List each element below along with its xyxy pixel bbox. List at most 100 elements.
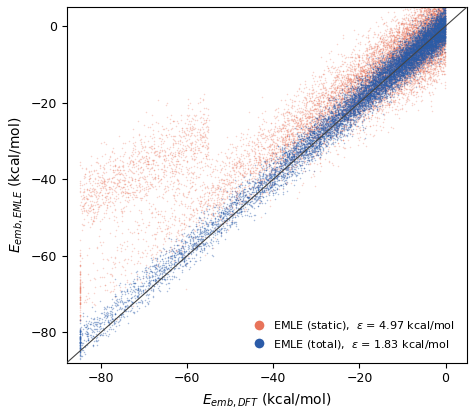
- Point: [314, 90, 322, 97]
- Point: [424, 54, 431, 61]
- Point: [399, 49, 406, 56]
- Point: [434, 26, 442, 32]
- Point: [431, 25, 439, 32]
- Point: [409, 22, 417, 29]
- Point: [315, 122, 323, 129]
- Point: [383, 92, 391, 99]
- Point: [302, 144, 310, 150]
- Point: [153, 275, 160, 281]
- Point: [186, 239, 194, 246]
- Point: [410, 60, 417, 67]
- Point: [428, 37, 436, 44]
- Point: [201, 232, 209, 238]
- Point: [160, 212, 167, 219]
- Point: [371, 74, 379, 80]
- Point: [404, 72, 412, 79]
- Point: [342, 86, 349, 92]
- Point: [426, 13, 434, 20]
- Point: [87, 185, 94, 191]
- Point: [179, 150, 186, 156]
- Point: [434, 36, 442, 43]
- Point: [281, 156, 288, 162]
- Point: [397, 51, 404, 58]
- Point: [193, 206, 201, 213]
- Point: [397, 67, 405, 73]
- Point: [416, 57, 424, 64]
- Point: [416, 71, 423, 77]
- Point: [385, 59, 392, 66]
- Point: [428, 46, 436, 52]
- Point: [410, 40, 418, 46]
- Point: [364, 94, 372, 101]
- Point: [439, 39, 447, 45]
- Point: [329, 94, 337, 101]
- Point: [417, 7, 424, 13]
- Point: [312, 114, 319, 121]
- Point: [391, 49, 398, 56]
- Point: [419, 30, 426, 36]
- Point: [406, 58, 413, 65]
- Point: [421, 53, 429, 59]
- Point: [146, 273, 154, 280]
- Point: [419, 68, 427, 74]
- Point: [209, 237, 217, 244]
- Point: [416, 42, 423, 48]
- Point: [434, 35, 441, 42]
- Point: [398, 37, 406, 44]
- Point: [237, 190, 244, 196]
- Point: [410, 37, 418, 44]
- Point: [339, 95, 347, 102]
- Point: [346, 82, 354, 89]
- Point: [396, 83, 403, 89]
- Point: [221, 211, 228, 218]
- Point: [162, 270, 169, 276]
- Point: [431, 31, 438, 37]
- Point: [439, 41, 447, 47]
- Point: [382, 82, 390, 88]
- Point: [260, 179, 268, 186]
- Point: [421, 56, 428, 62]
- Point: [438, 33, 446, 40]
- Point: [384, 74, 392, 81]
- Point: [362, 125, 369, 131]
- Point: [390, 73, 397, 79]
- Point: [362, 93, 370, 100]
- Point: [418, 51, 426, 57]
- Point: [222, 219, 229, 226]
- Point: [318, 126, 325, 133]
- Point: [435, 46, 443, 52]
- Point: [321, 93, 328, 99]
- Point: [334, 131, 341, 138]
- Point: [279, 111, 286, 118]
- Point: [430, 40, 438, 46]
- Point: [417, 63, 425, 70]
- Point: [285, 162, 292, 169]
- Point: [425, 48, 433, 55]
- Point: [85, 177, 92, 184]
- Point: [431, 30, 439, 36]
- Point: [440, 17, 448, 24]
- Point: [321, 123, 328, 129]
- Point: [359, 83, 366, 90]
- Point: [437, 0, 444, 1]
- Point: [424, 32, 431, 39]
- Point: [356, 39, 364, 45]
- Point: [375, 102, 383, 109]
- Point: [312, 140, 319, 146]
- Point: [412, 40, 420, 46]
- Point: [415, 38, 422, 45]
- Point: [397, 48, 405, 55]
- Point: [413, 59, 421, 66]
- Point: [440, 1, 447, 8]
- Point: [387, 73, 395, 79]
- Point: [396, 51, 404, 58]
- Point: [408, 42, 415, 49]
- Point: [299, 151, 307, 158]
- Point: [402, 49, 410, 56]
- Point: [329, 118, 337, 124]
- Point: [290, 151, 298, 158]
- Point: [277, 166, 284, 172]
- Point: [358, 95, 366, 102]
- Point: [321, 84, 328, 90]
- Point: [197, 243, 204, 249]
